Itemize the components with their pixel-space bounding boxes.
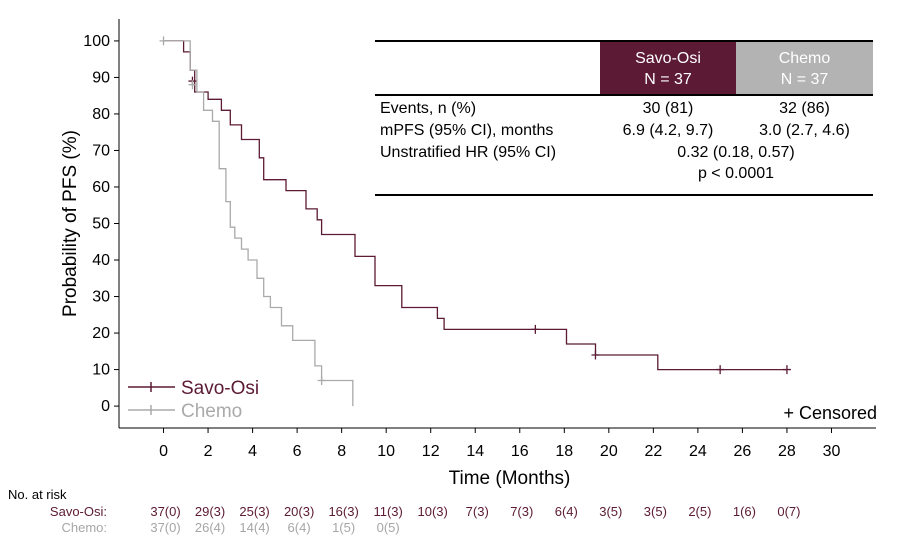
risk-value-chemo: 0(5) [377,520,400,535]
y-tick-label: 60 [92,179,110,196]
risk-value-savo-osi: 1(6) [733,504,756,519]
x-tick-label: 18 [555,443,573,460]
censor-mark-savo-osi [591,350,600,360]
risk-value-savo-osi: 7(3) [466,504,489,519]
y-tick-label: 20 [92,325,110,342]
x-tick-label: 12 [422,443,440,460]
risk-value-savo-osi: 3(5) [644,504,667,519]
x-tick-label: 30 [823,443,841,460]
risk-value-chemo: 14(4) [239,520,269,535]
y-tick-label: 30 [92,289,110,306]
stat-row-label: Events, n (%) [380,100,476,117]
censor-mark-savo-osi [716,365,725,375]
censored-note: + Censored [783,403,877,423]
stat-value-chemo: 32 (86) [779,100,830,117]
risk-value-savo-osi: 11(3) [373,504,402,519]
x-tick-label: 28 [778,443,796,460]
legend-label-savo-osi: Savo-Osi [181,378,259,399]
legend-label-chemo: Chemo [181,401,242,422]
risk-value-chemo: 37(0) [150,520,180,535]
x-tick-label: 26 [734,443,752,460]
y-tick-label: 80 [92,106,110,123]
risk-value-savo-osi: 37(0) [150,504,180,519]
risk-value-savo-osi: 0(7) [777,504,800,519]
p-value: p < 0.0001 [698,165,774,182]
censor-mark-chemo [188,80,197,90]
stat-value-chemo: 3.0 (2.7, 4.6) [759,122,850,139]
risk-row-label-chemo: Chemo: [61,520,107,535]
stat-row-label: mPFS (95% CI), months [380,122,553,139]
risk-value-chemo: 26(4) [195,520,225,535]
series-line-savo-osi [163,40,787,371]
risk-value-savo-osi: 3(5) [599,504,622,519]
risk-value-chemo: 6(4) [288,520,311,535]
risk-value-savo-osi: 16(3) [328,504,358,519]
risk-value-savo-osi: 25(3) [239,504,269,519]
censor-mark-chemo [159,36,168,46]
x-tick-label: 8 [337,443,346,460]
risk-table-title: No. at risk [8,487,67,502]
header-cell-savo-osi [600,41,736,95]
y-tick-label: 100 [83,33,110,50]
risk-value-savo-osi: 7(3) [510,504,533,519]
censor-mark-savo-osi [782,365,791,375]
risk-value-savo-osi: 6(4) [555,504,578,519]
x-tick-label: 2 [204,443,213,460]
x-tick-label: 6 [293,443,302,460]
header-label-chemo: Chemo [779,50,831,67]
risk-value-savo-osi: 2(5) [688,504,711,519]
y-axis-title: Probability of PFS (%) [60,130,81,317]
x-tick-label: 20 [600,443,618,460]
x-tick-label: 14 [466,443,484,460]
x-tick-label: 16 [511,443,529,460]
hr-label: Unstratified HR (95% CI) [380,144,556,161]
x-tick-label: 4 [248,443,257,460]
y-tick-label: 10 [92,362,110,379]
y-tick-label: 0 [101,398,110,415]
hr-value: 0.32 (0.18, 0.57) [677,144,794,161]
header-n-chemo: N = 37 [781,71,829,88]
y-tick-label: 40 [92,252,110,269]
risk-table: No. at risk Savo-Osi: 37(0) 29(3) 25(3) 20(3)… [8,487,801,535]
x-tick-label: 0 [159,443,168,460]
stat-value-savo-osi: 6.9 (4.2, 9.7) [623,122,714,139]
risk-row-label-savo-osi: Savo-Osi: [50,504,107,519]
risk-value-savo-osi: 29(3) [195,504,225,519]
risk-value-savo-osi: 10(3) [418,504,448,519]
x-tick-label: 24 [689,443,707,460]
censor-mark-chemo [317,376,326,386]
x-tick-label: 10 [377,443,395,460]
risk-value-savo-osi: 20(3) [284,504,314,519]
x-axis-title: Time (Months) [449,468,571,489]
header-cell-chemo [736,41,873,95]
series-line-chemo [163,40,354,407]
stats-table: Savo-Osi N = 37 Chemo N = 37 Events, n (%) 30… [375,40,873,196]
header-label-savo-osi: Savo-Osi [635,50,701,67]
y-tick-label: 70 [92,142,110,159]
header-n-savo-osi: N = 37 [644,71,692,88]
censor-mark-savo-osi [531,324,540,334]
risk-value-chemo: 1(5) [332,520,355,535]
y-tick-label: 90 [92,69,110,86]
y-tick-label: 50 [92,216,110,233]
x-tick-label: 22 [644,443,662,460]
stat-value-savo-osi: 30 (81) [643,100,694,117]
survival-curves [159,36,791,407]
